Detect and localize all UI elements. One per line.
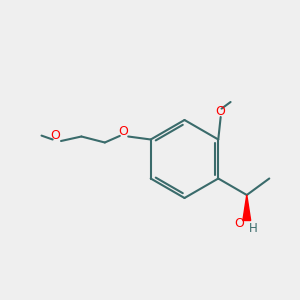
Text: O: O — [216, 105, 226, 118]
Text: H: H — [248, 221, 257, 235]
Polygon shape — [243, 195, 251, 220]
Text: O: O — [118, 124, 128, 138]
Text: O: O — [51, 129, 61, 142]
Text: O: O — [234, 217, 244, 230]
